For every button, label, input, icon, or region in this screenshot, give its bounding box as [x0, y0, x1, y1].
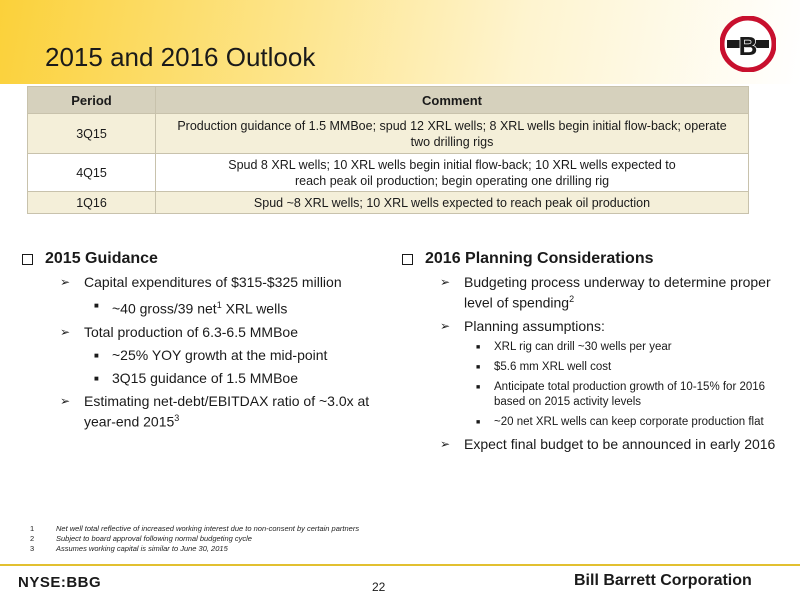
list-item: ➢ Expect final budget to be announced in…: [402, 436, 787, 453]
table-row: 1Q16 Spud ~8 XRL wells; 10 XRL wells exp…: [27, 191, 749, 214]
footnote-ref: 1: [216, 300, 222, 310]
bullet-text: ~25% YOY growth at the mid-point: [112, 346, 328, 363]
company-logo-icon: B: [720, 16, 776, 72]
bullet-text: ~40 gross/39 net1 XRL wells: [112, 300, 288, 317]
list-item: ➢ Capital expenditures of $315-$325 mill…: [22, 274, 382, 291]
period-cell: 3Q15: [27, 113, 156, 154]
footer-divider: [0, 564, 800, 566]
list-item: ■ $5.6 mm XRL well cost: [402, 360, 787, 375]
list-item: ➢ Planning assumptions:: [402, 318, 787, 335]
small-square-icon: ■: [94, 350, 99, 360]
column-header-comment: Comment: [155, 86, 749, 114]
bullet-text: Total production of 6.3-6.5 MMBoe: [84, 323, 299, 340]
section-heading: 2015 Guidance: [22, 250, 382, 268]
page-number: 22: [372, 580, 386, 594]
comment-cell: Spud 8 XRL wells; 10 XRL wells begin ini…: [155, 153, 749, 192]
bullet-text: ~20 net XRL wells can keep corporate pro…: [494, 415, 764, 428]
planning-2016-section: 2016 Planning Considerations ➢ Budgeting…: [402, 250, 787, 453]
bullet-text: Planning assumptions:: [464, 317, 605, 334]
table-row: 3Q15 Production guidance of 1.5 MMBoe; s…: [27, 113, 749, 154]
list-item: ■ ~25% YOY growth at the mid-point: [22, 347, 382, 364]
list-item: ■ 3Q15 guidance of 1.5 MMBoe: [22, 370, 382, 387]
list-item: ➢ Budgeting process underway to determin…: [402, 274, 787, 312]
footnotes: 1 Net well total reflective of increased…: [30, 524, 359, 554]
bullet-text: XRL rig can drill ~30 wells per year: [494, 340, 672, 353]
arrowhead-icon: ➢: [440, 436, 451, 451]
bullet-text: Budgeting process underway to determine …: [464, 274, 771, 311]
stock-ticker: NYSE:BBG: [18, 574, 102, 591]
list-item: ➢ Total production of 6.3-6.5 MMBoe: [22, 324, 382, 341]
footnote-ref: 2: [569, 294, 575, 304]
small-square-icon: ■: [94, 373, 99, 383]
comment-line: two drilling rigs: [410, 134, 494, 149]
arrowhead-icon: ➢: [440, 318, 451, 333]
checkbox-square-icon: [402, 253, 413, 265]
arrowhead-icon: ➢: [60, 324, 71, 339]
bullet-text: Estimating net-debt/EBITDAX ratio of ~3.…: [84, 392, 370, 430]
footnote: 2 Subject to board approval following no…: [30, 534, 359, 544]
heading-text: 2015 Guidance: [45, 250, 158, 267]
logo-letter: B: [739, 31, 758, 61]
small-square-icon: ■: [476, 363, 481, 371]
section-heading: 2016 Planning Considerations: [402, 250, 787, 268]
list-item: ■ XRL rig can drill ~30 wells per year: [402, 340, 787, 355]
comment-line: Production guidance of 1.5 MMBoe; spud 1…: [177, 118, 727, 133]
checkbox-square-icon: [22, 253, 33, 265]
guidance-2015-section: 2015 Guidance ➢ Capital expenditures of …: [22, 250, 382, 430]
arrowhead-icon: ➢: [440, 275, 451, 289]
footnote-number: 3: [30, 544, 35, 553]
bullet-text: Expect final budget to be announced in e…: [464, 435, 776, 452]
company-name: Bill Barrett Corporation: [574, 572, 752, 589]
heading-text: 2016 Planning Considerations: [425, 250, 654, 267]
table-header-row: Period Comment: [27, 86, 749, 114]
period-cell: 4Q15: [27, 153, 156, 192]
list-item: ■ ~20 net XRL wells can keep corporate p…: [402, 415, 787, 430]
list-item: ➢ Estimating net-debt/EBITDAX ratio of ~…: [22, 393, 382, 431]
small-square-icon: ■: [476, 383, 481, 391]
footnote-text: Assumes working capital is similar to Ju…: [56, 544, 228, 553]
footnote-number: 1: [30, 524, 35, 533]
comment-line: Spud 8 XRL wells; 10 XRL wells begin ini…: [228, 157, 676, 172]
comment-line: Spud ~8 XRL wells; 10 XRL wells expected…: [253, 195, 651, 210]
footnote-text: Subject to board approval following norm…: [56, 534, 252, 543]
small-square-icon: ■: [94, 301, 99, 310]
footnote: 3 Assumes working capital is similar to …: [30, 544, 359, 554]
column-header-period: Period: [27, 86, 156, 114]
footnote-number: 2: [30, 534, 35, 543]
bullet-text: 3Q15 guidance of 1.5 MMBoe: [112, 369, 299, 386]
period-cell: 1Q16: [27, 191, 156, 214]
comment-cell: Spud ~8 XRL wells; 10 XRL wells expected…: [155, 191, 749, 214]
arrowhead-icon: ➢: [60, 393, 71, 408]
footnote: 1 Net well total reflective of increased…: [30, 524, 359, 534]
outlook-table: Period Comment 3Q15 Production guidance …: [27, 86, 749, 214]
small-square-icon: ■: [476, 343, 481, 351]
comment-cell: Production guidance of 1.5 MMBoe; spud 1…: [155, 113, 749, 154]
bullet-text: Anticipate total production growth of 10…: [494, 380, 766, 408]
list-item: ■ ~40 gross/39 net1 XRL wells: [22, 297, 382, 318]
footnote-text: Net well total reflective of increased w…: [56, 524, 360, 533]
comment-line: reach peak oil production; begin operati…: [294, 173, 610, 188]
table-row: 4Q15 Spud 8 XRL wells; 10 XRL wells begi…: [27, 153, 749, 192]
header-band: [0, 0, 800, 84]
footnote-ref: 3: [174, 412, 180, 423]
bullet-text: $5.6 mm XRL well cost: [494, 360, 612, 373]
small-square-icon: ■: [476, 418, 481, 426]
list-item: ■ Anticipate total production growth of …: [402, 380, 787, 410]
slide-title: 2015 and 2016 Outlook: [45, 42, 316, 72]
arrowhead-icon: ➢: [60, 275, 71, 289]
bullet-text: Capital expenditures of $315-$325 millio…: [84, 274, 342, 290]
